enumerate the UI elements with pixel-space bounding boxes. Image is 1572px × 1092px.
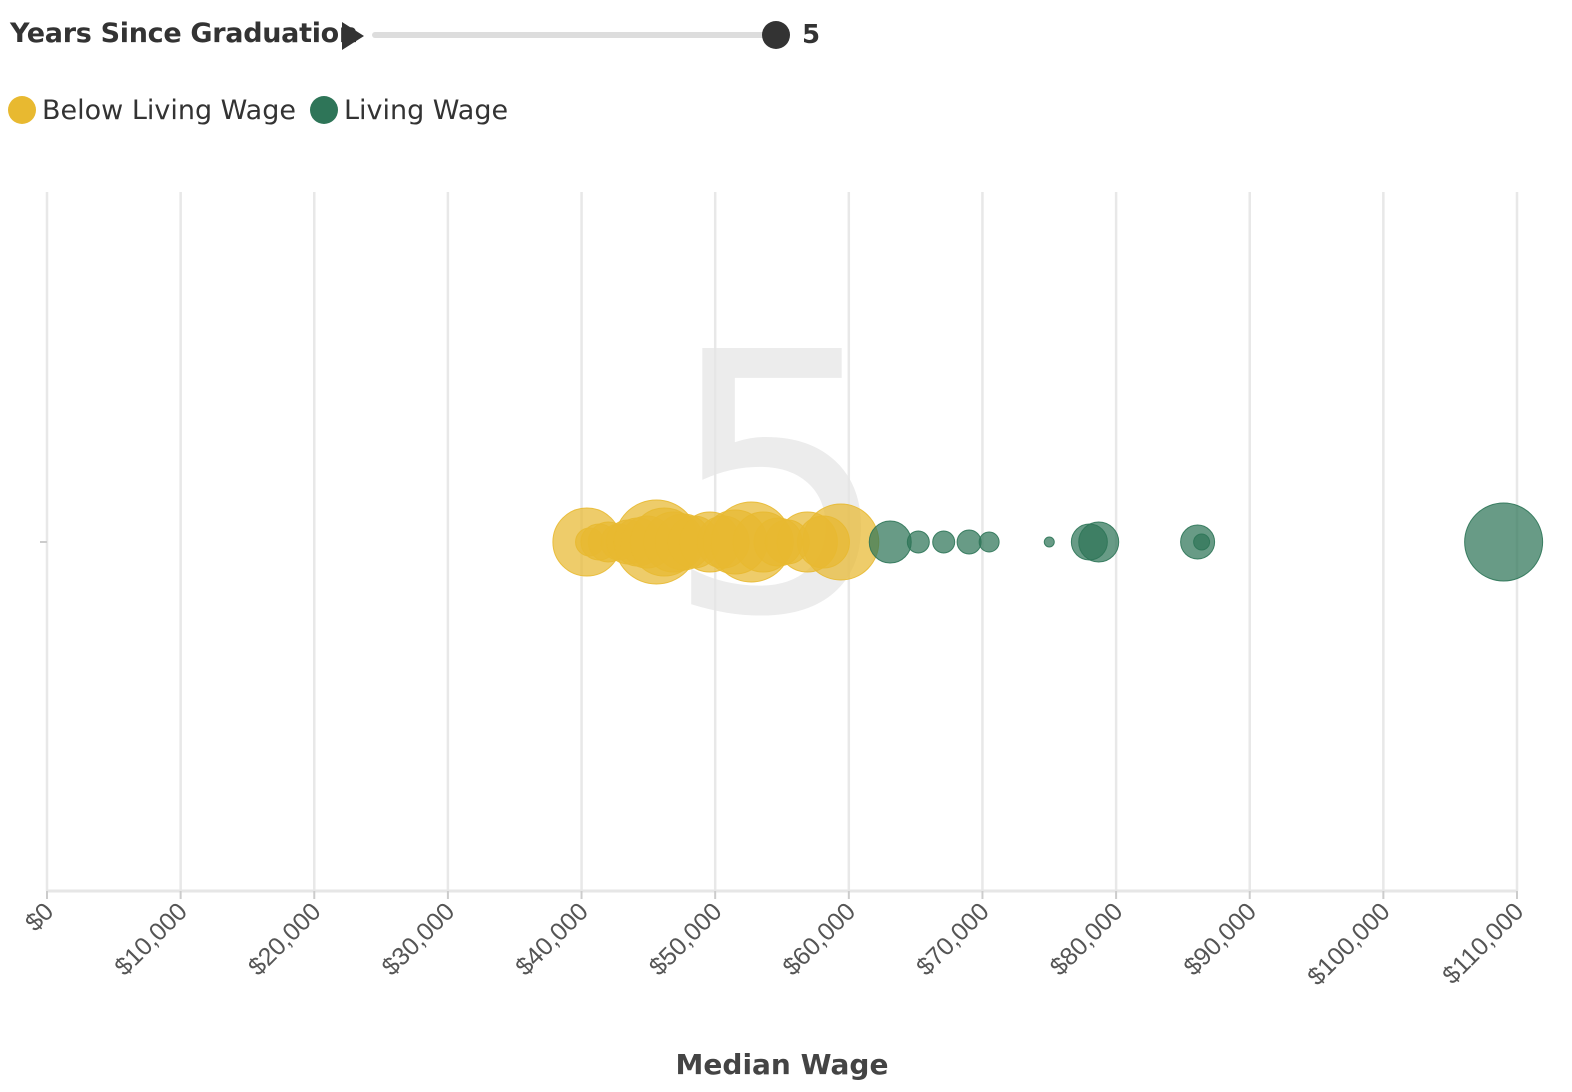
year-slider-control: Years Since Graduation 5 xyxy=(10,16,850,56)
year-watermark: 5 xyxy=(663,276,892,695)
bubble-point[interactable] xyxy=(906,530,930,554)
legend-label-living-wage: Living Wage xyxy=(343,94,509,126)
x-tick-label: $0 xyxy=(20,897,59,936)
bubble-point[interactable] xyxy=(868,520,912,564)
play-button[interactable] xyxy=(340,20,368,52)
bubble-point[interactable] xyxy=(978,531,1000,553)
slider-track[interactable] xyxy=(372,32,774,38)
x-tick-label: $40,000 xyxy=(510,897,594,981)
slider-value: 5 xyxy=(802,20,821,50)
legend-label-below-living-wage: Below Living Wage xyxy=(42,94,296,126)
x-tick-label: $50,000 xyxy=(644,897,728,981)
play-icon xyxy=(342,22,364,50)
bubble-point[interactable] xyxy=(1464,502,1544,582)
bubble-point[interactable] xyxy=(932,530,956,554)
x-axis-title: Median Wage xyxy=(676,1048,889,1081)
legend-swatch-below-living-wage xyxy=(8,96,36,124)
bubble-point[interactable] xyxy=(1193,533,1211,551)
bubble-point[interactable] xyxy=(1043,536,1055,548)
slider-thumb[interactable] xyxy=(762,21,790,49)
bubble-point[interactable] xyxy=(1078,521,1120,563)
x-tick-label: $80,000 xyxy=(1045,897,1129,981)
x-tick-label: $20,000 xyxy=(243,897,327,981)
x-axis-ticks: $0 $10,000 $20,000 $30,000 $40,000 $50,000 $60… xyxy=(20,891,1529,991)
bubble-point[interactable] xyxy=(802,503,880,581)
legend-item-below-living-wage[interactable]: Below Living Wage xyxy=(8,95,296,126)
x-tick-label: $70,000 xyxy=(911,897,995,981)
bubbles xyxy=(552,499,1544,585)
legend-item-living-wage[interactable]: Living Wage xyxy=(309,94,509,126)
x-tick-label: $60,000 xyxy=(777,897,861,981)
x-tick-label: $100,000 xyxy=(1302,897,1396,991)
x-tick-label: $110,000 xyxy=(1437,897,1529,989)
x-tick-label: $30,000 xyxy=(376,897,460,981)
x-tick-label: $90,000 xyxy=(1178,897,1262,981)
x-tick-label: $10,000 xyxy=(109,897,193,981)
legend: Below Living Wage Living Wage xyxy=(8,92,522,128)
bubble-point[interactable] xyxy=(956,529,982,555)
slider-title: Years Since Graduation xyxy=(10,18,358,49)
legend-swatch-living-wage xyxy=(309,96,338,124)
